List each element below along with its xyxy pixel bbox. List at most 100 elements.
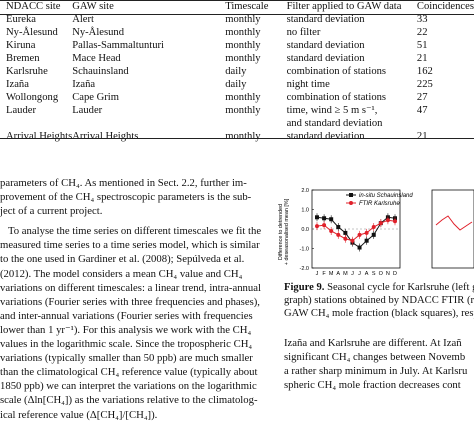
table-header-rule [0,14,474,15]
cell-coincidences: 51 [416,40,428,51]
figure-9: Difference to detrended + deseasonalised… [276,180,474,280]
caption-label: Figure 9. [284,282,325,293]
left-text-line: parameters of CH₄. As mentioned in Sect.… [0,177,247,189]
cell-timescale: monthly [225,40,261,51]
table-row: Eureka Alert monthly standard deviation 33 [0,13,474,26]
data-point [322,223,327,228]
table-row: Karlsruhe Schauinsland daily combination of… [0,65,474,78]
table-body: Eureka Alert monthly standard deviation 33 Ny… [0,13,474,143]
x-tick-label: J [358,271,361,277]
left-text-line: To analyse the time series on different … [8,225,262,238]
left-text-line: variations on different timescales: a li… [0,281,261,294]
data-point [350,238,355,243]
sites-table-block: NDACC site GAW site Timescale Filter app… [0,0,474,143]
cell-filter: standard deviation [286,14,365,25]
cell-timescale: daily [225,79,247,90]
legend-marker-ftir [349,201,353,205]
second-plot-frame [431,189,474,269]
cell-gaw-site: Lauder [72,105,103,116]
cell-timescale: monthly [225,105,261,116]
right-column-text: Izaña and Karlsruhe are different. At Iz… [284,336,474,392]
cell-gaw-site: Ny-Ålesund [72,27,124,38]
table-row: Kiruna Pallas-Sammaltunturi monthly standar… [0,39,474,52]
cell-coincidences: 33 [416,14,428,25]
x-tick-label: J [351,271,354,277]
table-row: and standard deviation [0,117,474,130]
legend-marker-insitu [349,193,353,197]
left-text-line: to the one used in Gardiner et al. (2008… [0,253,245,266]
cell-ndacc-site: Arrival Heights [6,131,73,142]
header-ndacc-site: NDACC site [6,1,61,12]
header-filter: Filter applied to GAW data [286,1,402,12]
cell-filter: combination of stations [286,66,387,77]
cell-coincidences: 22 [416,27,428,38]
cell-timescale [225,117,286,130]
cell-gaw-site: Alert [72,14,94,25]
cell-ndacc-site: Kiruna [6,40,36,51]
cell-coincidences: 225 [416,79,433,90]
legend-label-ftir: FTIR Karlsruhe [359,201,400,207]
data-point [357,232,362,237]
data-point [364,230,369,235]
legend-label-insitu: in-situ Schauinsland [359,193,413,199]
left-text-line: ject of a current project. [0,205,103,218]
cell-filter: standard deviation [286,53,365,64]
data-point [322,216,327,221]
data-point [371,225,376,230]
cell-timescale: daily [225,66,247,77]
left-text-line: ical reference value (Δ[CH₄]/[CH₄]). [0,408,158,421]
table-row: Lauder Lauder monthly time, wind ≥ 5 m s⁻¹,… [0,104,474,117]
right-text-line-2: significant CH₄ changes between Novemb [284,351,466,364]
cell-coincidences [413,117,474,130]
cell-filter: time, wind ≥ 5 m s⁻¹, [286,105,378,116]
data-point [343,230,348,235]
caption-line-2: graph) stations obtained by NDACC FTIR (… [284,295,474,307]
cell-coincidences: 27 [416,92,428,103]
cell-timescale: monthly [225,92,261,103]
x-tick-label: J [316,271,319,277]
legend: in-situ Schauinsland FTIR Karlsruhe [346,193,413,207]
table-row: Arrival Heights Arrival Heights monthly sta… [0,130,474,143]
chart-series [315,213,397,252]
caption-line-1: Figure 9. Seasonal cycle for Karlsruhe (… [284,281,474,294]
data-point [315,215,319,220]
cell-ndacc-site: Wollongong [6,92,59,103]
header-coincidences: Coincidences [416,1,474,12]
y-tick-label: -1.0 [300,247,309,253]
cell-gaw-site: Schauinsland [72,66,129,77]
x-tick-label: A [336,271,340,277]
x-tick-label: O [379,271,384,277]
left-text-line: lower than 1 yr⁻¹). For this analysis we… [0,323,252,336]
y-tick-label: -2.0 [300,266,309,272]
right-text-line-1: Izaña and Karlsruhe are different. At Iz… [284,337,462,349]
table-bottom-rule [0,138,474,139]
header-gaw-site: GAW site [72,1,114,12]
y-axis-label-line1: Difference to detrended [278,204,284,260]
x-tick-label: M [343,271,348,277]
second-plot-series [435,215,473,231]
caption-line-3: GAW CH₄ mole fraction (black squares), r… [284,308,474,320]
cell-ndacc-site: Izaña [6,79,29,90]
cell-ndacc-site: Ny-Ålesund [6,27,58,38]
left-text-line: variations (typically smaller than 50 pp… [0,352,253,365]
cell-filter: standard deviation [286,131,365,142]
cell-coincidences: 21 [416,131,428,142]
left-column-text: parameters of CH₄. As mentioned in Sect.… [0,176,262,422]
y-tick-label: 2.0 [301,188,309,194]
cell-timescale: monthly [225,131,261,142]
figure-caption: Figure 9. Seasonal cycle for Karlsruhe (… [284,281,474,321]
cell-filter: no filter [286,27,321,38]
data-point [393,219,397,224]
x-tick-label: D [393,271,397,277]
x-tick-label: S [372,271,376,277]
left-text-line: values in the logarithmic scale. Since t… [0,338,253,351]
data-point [385,218,390,223]
data-point [336,225,341,230]
data-point [315,224,319,229]
left-text-line: (2012). The model considers a mean CH₄ v… [0,267,243,280]
cell-timescale: monthly [225,53,261,64]
data-point [329,217,334,222]
cell-coincidences: 47 [416,105,428,116]
table-row: Bremen Mace Head monthly standard deviation… [0,52,474,65]
left-text-line: measured time series to a time series mo… [0,239,260,252]
